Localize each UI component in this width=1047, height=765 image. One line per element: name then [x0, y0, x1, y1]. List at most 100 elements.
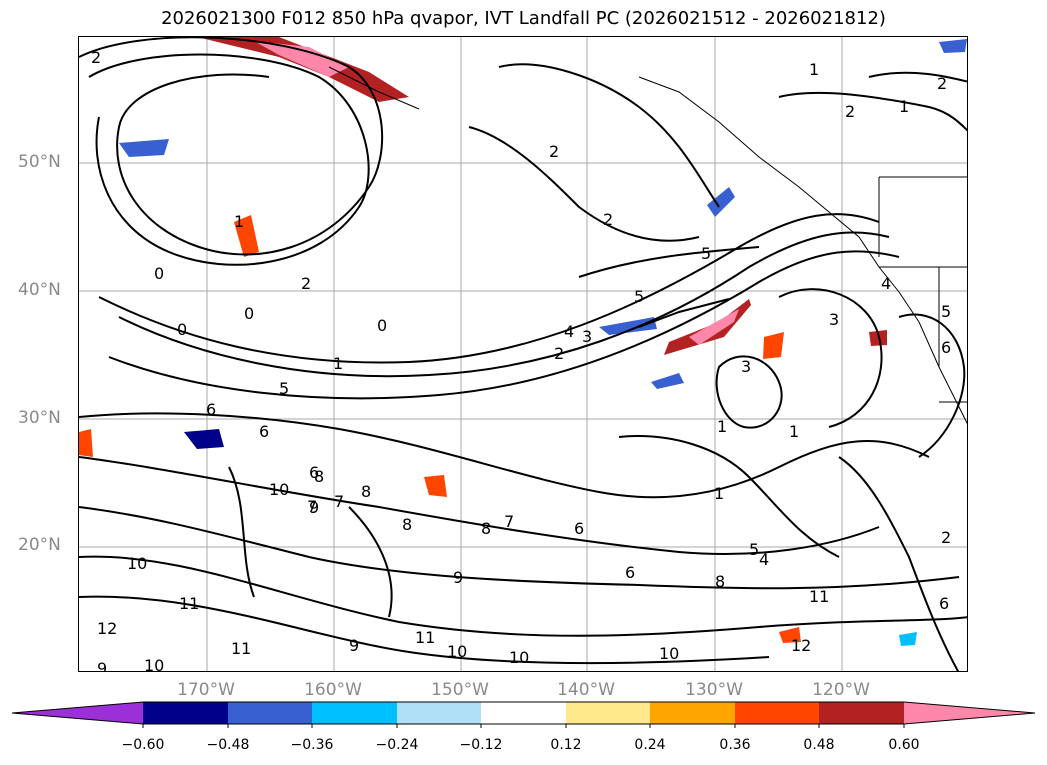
graticule [79, 37, 967, 671]
contour-label: 1 [789, 422, 799, 441]
contour-label: 10 [659, 644, 679, 663]
colorbar-segment [143, 702, 228, 724]
contour-label: 0 [377, 316, 387, 335]
contour-label: 5 [279, 379, 289, 398]
lon-label-170w: 170°W [177, 680, 235, 700]
contour-label: 6 [574, 519, 584, 538]
lon-label-120w: 120°W [812, 680, 870, 700]
contour-label: 8 [361, 482, 371, 501]
colorbar [11, 701, 1036, 728]
lat-label-20n: 20°N [18, 535, 61, 555]
contour-lines [79, 37, 967, 671]
contour-label: 11 [415, 628, 435, 647]
contour-label: 6 [259, 422, 269, 441]
colorbar-tick-label: 0.60 [888, 737, 920, 753]
contour-label: 5 [941, 302, 951, 321]
colorbar-segment [904, 702, 1035, 724]
contour-label: 9 [349, 636, 359, 655]
contour-label: 3 [582, 327, 592, 346]
contour-label: 1 [714, 484, 724, 503]
contour-label: 2 [937, 74, 947, 93]
lon-label-150w: 150°W [431, 680, 489, 700]
lon-label-140w: 140°W [557, 680, 615, 700]
colorbar-tick-label: 0.36 [719, 737, 751, 753]
contour-label: 10 [509, 648, 529, 667]
colorbar-tick-label: −0.36 [290, 737, 334, 753]
contour-label: 3 [741, 357, 751, 376]
contour-label: 7 [307, 497, 317, 516]
contour-label: 12 [97, 619, 117, 638]
contour-label: 4 [881, 274, 891, 293]
contour-label: 7 [504, 512, 514, 531]
contour-label: 0 [244, 304, 254, 323]
colorbar-segment [12, 702, 143, 724]
contour-label: 10 [447, 642, 467, 661]
colorbar-segment [819, 702, 904, 724]
contour-label: 1 [899, 97, 909, 116]
contour-label: 0 [154, 264, 164, 283]
contour-label: 9 [453, 568, 463, 587]
colorbar-tick-label: −0.48 [206, 737, 250, 753]
colorbar-segment [566, 702, 650, 724]
contour-label: 3 [829, 310, 839, 329]
contour-label: 8 [715, 572, 725, 591]
coastlines [328, 66, 967, 425]
contour-label: 10 [144, 656, 164, 672]
contour-label: 6 [941, 338, 951, 357]
contour-label: 11 [231, 639, 251, 658]
lat-label-40n: 40°N [18, 280, 61, 300]
colorbar-segment [228, 702, 312, 724]
contour-label: 8 [314, 467, 324, 486]
contour-label: 6 [939, 594, 949, 613]
colorbar-tick-label: −0.24 [375, 737, 419, 753]
contour-label: 10 [127, 554, 147, 573]
contour-label: 1 [809, 60, 819, 79]
contour-label: 7 [334, 492, 344, 511]
colorbar-ticks [142, 724, 905, 728]
contour-label: 1 [234, 212, 244, 231]
contour-label-group: 2 1 2 1 2 2 2 5 1 0 0 2 0 0 1 5 6 6 6 8 … [91, 48, 951, 672]
contour-label: 11 [179, 594, 199, 613]
colorbar-tick-label: 0.48 [803, 737, 835, 753]
contour-label: 2 [549, 142, 559, 161]
contour-label: 5 [634, 287, 644, 306]
contour-label: 2 [91, 48, 101, 67]
map-canvas: 2 1 2 1 2 2 2 5 1 0 0 2 0 0 1 5 6 6 6 8 … [79, 37, 967, 672]
contour-label: 8 [481, 519, 491, 538]
colorbar-tick-label: 0.12 [550, 737, 582, 753]
colorbar-segment [312, 702, 397, 724]
colorbar-segment [735, 702, 819, 724]
colorbar-segment [650, 702, 735, 724]
shaded-anomalies [79, 37, 967, 646]
contour-label: 2 [941, 528, 951, 547]
map-title: 2026021300 F012 850 hPa qvapor, IVT Land… [161, 8, 886, 29]
lon-label-130w: 130°W [685, 680, 743, 700]
contour-label: 2 [603, 210, 613, 229]
contour-label: 2 [554, 344, 564, 363]
contour-label: 6 [206, 400, 216, 419]
contour-label: 2 [845, 102, 855, 121]
contour-label: 0 [177, 320, 187, 339]
contour-label: 9 [97, 659, 107, 672]
contour-label: 1 [333, 354, 343, 373]
colorbar-segment [481, 702, 566, 724]
contour-label: 1 [717, 417, 727, 436]
colorbar-tick-label: −0.12 [459, 737, 503, 753]
contour-label: 2 [301, 274, 311, 293]
colorbar-segment [397, 702, 481, 724]
contour-label: 4 [759, 550, 769, 569]
contour-label: 4 [564, 322, 574, 341]
contour-label: 12 [791, 636, 811, 655]
lon-label-160w: 160°W [304, 680, 362, 700]
lat-label-30n: 30°N [18, 408, 61, 428]
contour-label: 11 [809, 587, 829, 606]
colorbar-tick-label: −0.60 [121, 737, 165, 753]
contour-label: 5 [749, 540, 759, 559]
contour-label: 9 [309, 498, 319, 517]
contour-label: 10 [269, 480, 289, 499]
map-plot-area: 2 1 2 1 2 2 2 5 1 0 0 2 0 0 1 5 6 6 6 8 … [78, 36, 968, 672]
contour-label: 8 [402, 515, 412, 534]
lat-label-50n: 50°N [18, 152, 61, 172]
contour-label: 6 [309, 463, 319, 482]
colorbar-tick-label: 0.24 [634, 737, 666, 753]
